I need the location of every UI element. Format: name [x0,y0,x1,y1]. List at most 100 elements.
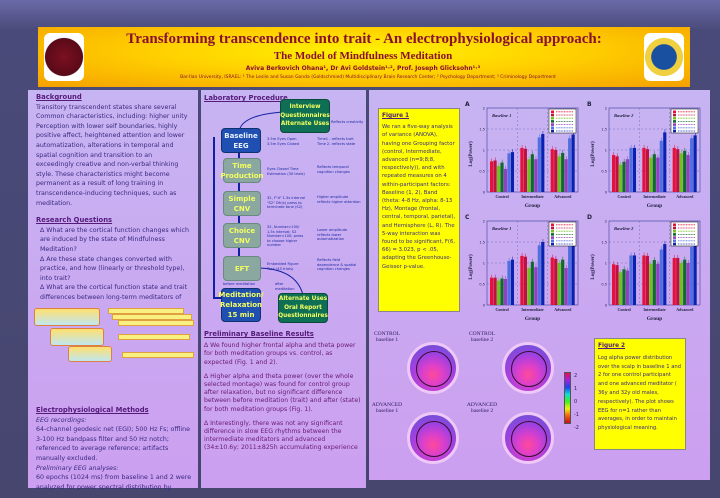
x-axis-label: Group [525,203,541,209]
bar [693,244,697,305]
y-tick-label: 2 [483,107,485,111]
panel-letter: B [587,101,592,108]
research-question: ∆ Are these state changes converted with… [40,255,185,282]
chart-title: Baseline 1 [491,226,511,231]
y-axis-label: Log(Power) [469,254,474,280]
step-eft: EFT [223,256,261,281]
bar [622,269,626,305]
step-note: Reflects temporal cognition changes [317,165,350,174]
bar [554,258,558,305]
bar [632,147,637,192]
bar [541,242,545,305]
bar [615,265,619,305]
bar-chart-A: A 0 0.5 1 1.5 2 Log(Power) Baseline 1 Control Int… [465,101,579,209]
x-tick-label: Intermediate [521,307,543,312]
panel-letter: D [587,214,592,221]
y-axis-label: Log(Power) [469,141,474,167]
diagram-box [34,308,100,326]
x-axis-label: Group [647,203,663,209]
gonda-center-logo [44,33,84,81]
poster-title: Transforming transcendence into trait - … [126,31,602,47]
x-tick-label: Advanced [554,194,572,199]
figure2-heading: Figure 2 [598,343,626,349]
y-tick-label: 0.5 [601,283,607,287]
bar [656,157,660,192]
bar [612,264,616,305]
step-desc: 32, Number>100/ 1.5s interval; S2 Number… [267,225,304,248]
bar [656,263,660,305]
step-baseline-eeg: Baseline EEG [221,128,261,153]
bar [520,255,524,305]
step-note: Lower amplitude reflects lower automatiz… [317,228,348,242]
bar [622,161,626,192]
step-choice-cnv: Choice CNV [223,223,261,248]
bar [652,154,656,192]
step-simple-cnv: Simple CNV [223,191,261,216]
legend-swatch [673,229,676,233]
diagram-bar [108,308,184,314]
bar [683,259,687,305]
authors: Aviva Berkovich Ohana¹, Dr Avi Goldstein… [245,65,481,72]
y-tick-label: 0.5 [479,283,485,287]
topomap-label: CONTROL baseline 1 [374,331,400,343]
colorbar-ticks: 2 1 0 -1 -2 [574,373,579,431]
y-tick-label: 2 [483,220,485,224]
bar [520,147,524,192]
interview-note: Reflects creativity [331,120,364,124]
bar [564,268,568,305]
right-column: Figure 1 We ran a five-way analysis of v… [369,90,710,480]
x-tick-label: Control [496,307,510,312]
legend-swatch [673,120,676,123]
x-tick-label: Control [618,194,632,199]
bar [615,156,619,192]
legend-swatch [551,129,554,133]
bar [530,261,534,305]
left-column: Background Transitory transcendent state… [28,90,198,491]
methods-heading: Electrophysiological Methods [36,406,149,414]
bar [550,149,554,192]
legend-swatch [551,239,554,243]
bar [503,168,508,192]
bar [554,150,558,192]
diagram-bar [118,334,190,340]
result-item: ∆ Interestingly, there was not any signi… [204,419,358,452]
after-meditation-label: after meditation [275,282,295,291]
bar [693,135,697,192]
y-tick-label: 2 [605,107,607,111]
y-tick-label: 1 [483,149,485,153]
bar [618,272,623,305]
bar [686,155,690,192]
legend-swatch [551,113,554,117]
step-note: Time1 - reflects trait Time 2- reflects … [317,137,356,146]
bar [557,156,561,192]
interview-box: Interview Questionnaires Alternate Uses [280,99,330,133]
bar [645,149,649,192]
bar [676,257,680,305]
bar [686,263,690,305]
bar-chart-C: C 0 0.5 1 1.5 2 Log(Power) Baseline 1 Control Int… [465,214,579,322]
legend-swatch [551,226,554,230]
y-tick-label: 2 [605,220,607,224]
eeg-recordings-text: 64-channel geodesic net (EGI); 500 Hz Fs… [36,426,191,462]
meditation-box: Meditation/ Relaxation 15 min [218,288,264,322]
bar [690,138,694,192]
figure2-caption: Figure 2 Log alpha power distribution ov… [594,338,686,450]
bar [679,153,683,192]
figure2-text: Log alpha power distribution over the sc… [598,354,681,432]
bar [612,155,616,192]
poster-subtitle: The Model of Mindfulness Meditation [273,50,453,62]
bar [527,268,531,305]
legend-swatch [551,242,554,246]
bar [500,162,504,192]
x-tick-label: Intermediate [643,194,665,199]
legend-swatch [673,242,676,246]
y-tick-label: 1 [605,262,607,266]
y-axis-label: Log(Power) [591,254,596,280]
legend-swatch [673,116,676,120]
bar [676,149,680,192]
y-tick-label: 1 [605,149,607,153]
bar [642,255,646,305]
bar [663,132,667,192]
eeg-recordings-label: EEG recordings: [36,416,87,424]
bar [663,244,667,305]
